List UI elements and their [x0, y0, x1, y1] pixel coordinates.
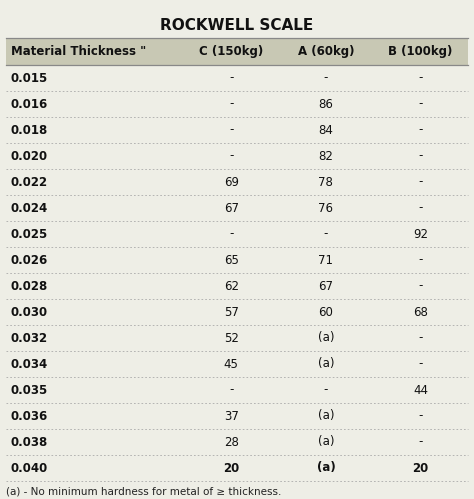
Text: -: -	[229, 71, 233, 84]
Text: Material Thickness ": Material Thickness "	[11, 45, 146, 58]
Text: -: -	[419, 97, 423, 110]
Text: -: -	[419, 123, 423, 137]
Bar	[6, 38, 468, 65]
Text: 0.022: 0.022	[11, 176, 48, 189]
Text: 0.020: 0.020	[11, 150, 48, 163]
Text: 0.015: 0.015	[11, 71, 48, 84]
Text: 0.038: 0.038	[11, 436, 48, 449]
Text: -: -	[419, 436, 423, 449]
Text: (a): (a)	[317, 462, 335, 475]
Text: 71: 71	[319, 253, 333, 266]
Text: 0.026: 0.026	[11, 253, 48, 266]
Text: 69: 69	[224, 176, 239, 189]
Text: 0.030: 0.030	[11, 305, 48, 318]
Text: -: -	[419, 331, 423, 344]
Text: A (60kg): A (60kg)	[298, 45, 354, 58]
Text: 0.024: 0.024	[11, 202, 48, 215]
Text: 52: 52	[224, 331, 239, 344]
Text: 28: 28	[224, 436, 239, 449]
Text: 57: 57	[224, 305, 239, 318]
Text: -: -	[324, 71, 328, 84]
Text: 68: 68	[413, 305, 428, 318]
Text: 84: 84	[319, 123, 333, 137]
Text: 45: 45	[224, 357, 239, 370]
Text: -: -	[419, 357, 423, 370]
Text: -: -	[419, 410, 423, 423]
Text: 0.025: 0.025	[11, 228, 48, 241]
Text: 67: 67	[224, 202, 239, 215]
Text: 60: 60	[319, 305, 333, 318]
Text: 76: 76	[319, 202, 333, 215]
Text: (a): (a)	[318, 331, 334, 344]
Text: 0.034: 0.034	[11, 357, 48, 370]
Text: 82: 82	[319, 150, 333, 163]
Text: -: -	[229, 150, 233, 163]
Text: C (150kg): C (150kg)	[199, 45, 264, 58]
Text: (a) - No minimum hardness for metal of ≥ thickness.: (a) - No minimum hardness for metal of ≥…	[6, 487, 282, 497]
Text: 62: 62	[224, 279, 239, 292]
Text: B (100kg): B (100kg)	[389, 45, 453, 58]
Text: -: -	[419, 202, 423, 215]
Text: 65: 65	[224, 253, 239, 266]
Text: 67: 67	[319, 279, 333, 292]
Text: -: -	[229, 123, 233, 137]
Text: -: -	[419, 71, 423, 84]
Text: -: -	[324, 384, 328, 397]
Text: (a): (a)	[318, 357, 334, 370]
Text: -: -	[229, 384, 233, 397]
Text: 0.035: 0.035	[11, 384, 48, 397]
Text: -: -	[419, 253, 423, 266]
Text: 0.040: 0.040	[11, 462, 48, 475]
Text: (a): (a)	[318, 410, 334, 423]
Text: 78: 78	[319, 176, 333, 189]
Text: 0.016: 0.016	[11, 97, 48, 110]
Text: 0.018: 0.018	[11, 123, 48, 137]
Text: -: -	[324, 228, 328, 241]
Text: 37: 37	[224, 410, 239, 423]
Text: 20: 20	[412, 462, 429, 475]
Text: 0.036: 0.036	[11, 410, 48, 423]
Text: 44: 44	[413, 384, 428, 397]
Text: -: -	[229, 228, 233, 241]
Text: 86: 86	[319, 97, 333, 110]
Text: 92: 92	[413, 228, 428, 241]
Text: -: -	[419, 176, 423, 189]
Text: (a): (a)	[318, 436, 334, 449]
Text: 0.032: 0.032	[11, 331, 48, 344]
Text: 0.028: 0.028	[11, 279, 48, 292]
Text: -: -	[419, 279, 423, 292]
Text: -: -	[419, 150, 423, 163]
Text: ROCKWELL SCALE: ROCKWELL SCALE	[160, 18, 314, 33]
Text: 20: 20	[223, 462, 239, 475]
Text: -: -	[229, 97, 233, 110]
